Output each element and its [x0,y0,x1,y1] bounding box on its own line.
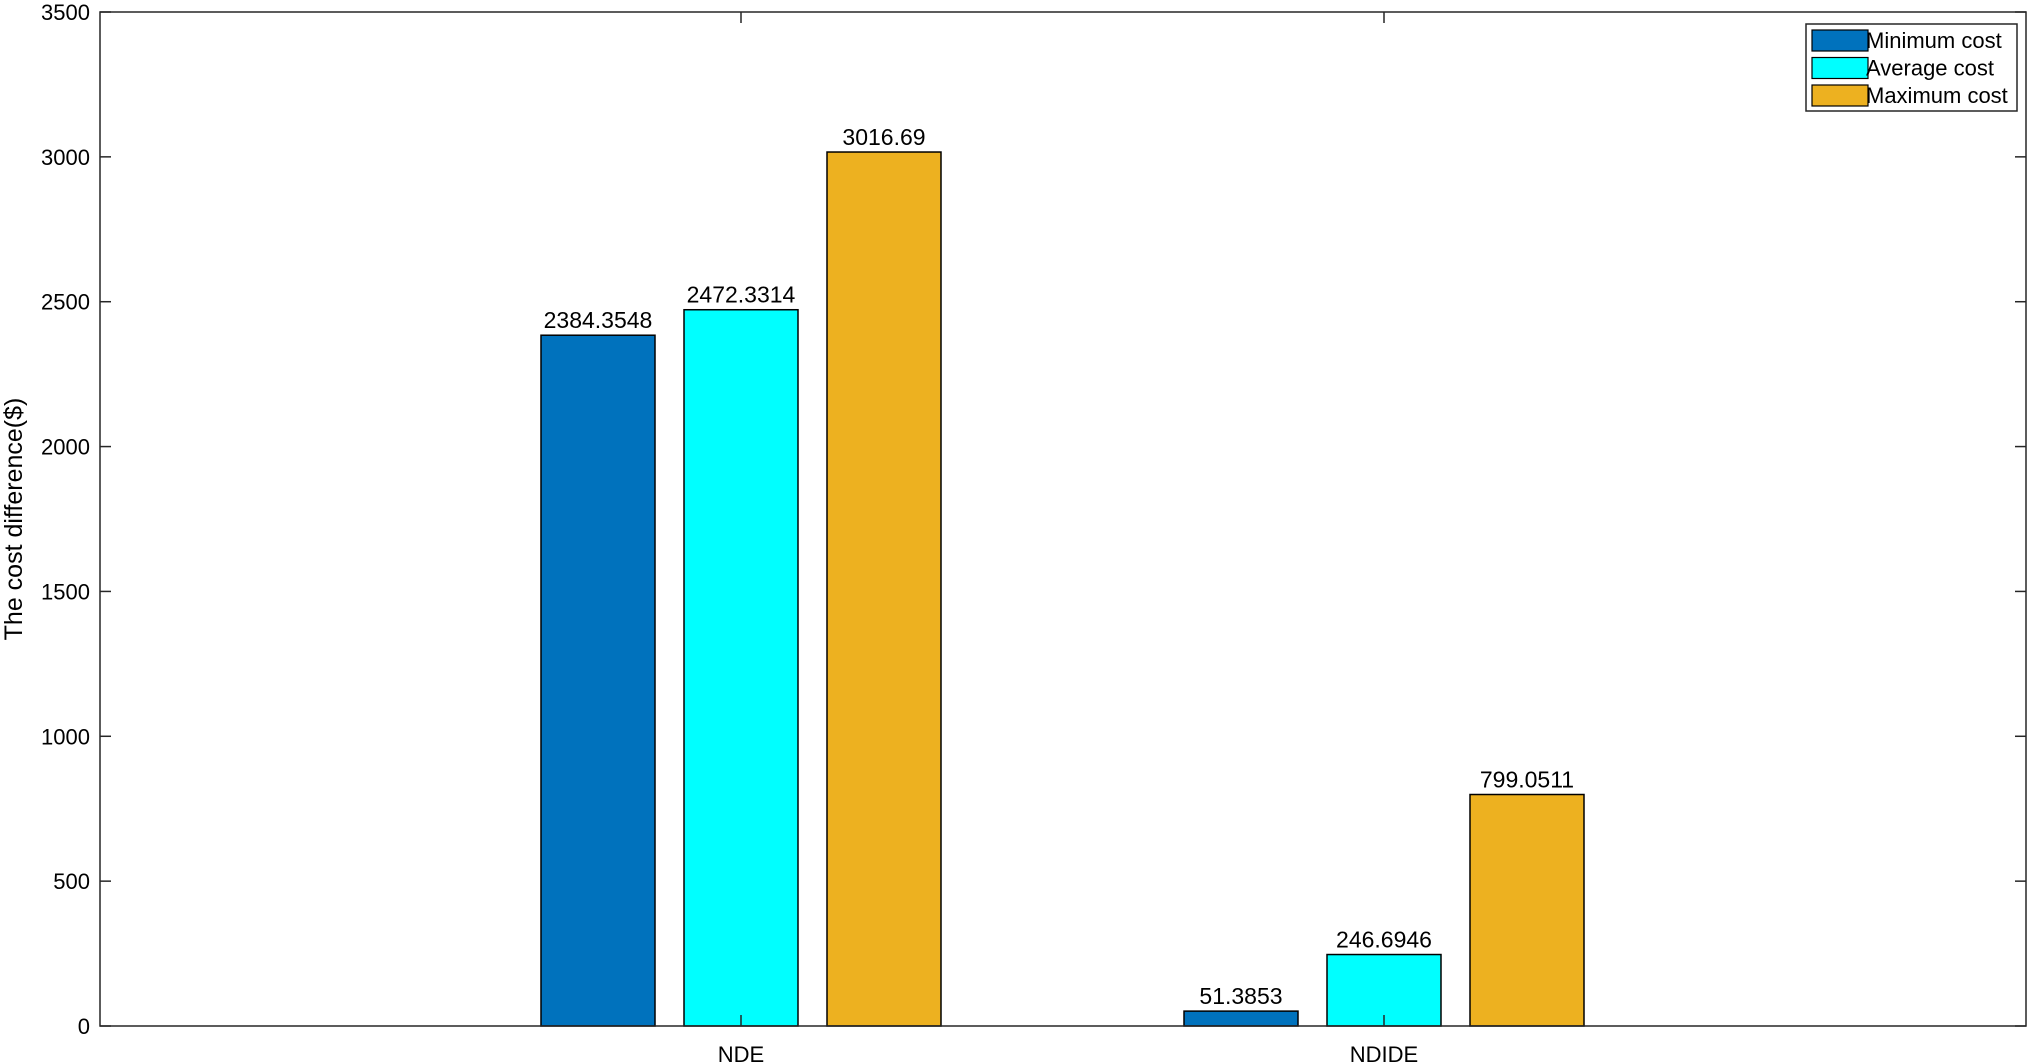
ticks-layer: 0 500 1000 1500 2000 2500 3000 3500 NDE NDIDE [41,0,2026,1064]
legend-entry-label: Minimum cost [1866,28,2002,53]
bar [1469,793,1585,1027]
x-tick-label: NDIDE [1350,1042,1418,1064]
bar [826,151,942,1027]
y-tick-label: 500 [53,869,90,894]
bar [683,308,799,1027]
legend-swatch [1811,56,1869,80]
bar-value-label: 799.0511 [1480,767,1574,793]
y-tick-label: 1500 [41,579,90,604]
plot-area [100,12,2026,1026]
bar-value-label: 246.6946 [1336,927,1432,953]
y-tick-label: 3500 [41,0,90,25]
bar-value-label: 3016.69 [842,124,925,150]
y-tick-label: 1000 [41,724,90,749]
bar-value-label: 2472.3314 [687,282,796,308]
plot-frame [99,11,2027,1027]
bars-layer: 2384.3548 2472.3314 3016.69 51.3853 246.6946… [540,124,1585,1027]
x-tick-label: NDE [718,1042,764,1064]
bar [1183,1010,1299,1027]
legend-swatch [1811,84,1869,107]
y-tick-label: 2500 [41,290,90,315]
bar [540,334,656,1027]
y-tick-label: 3000 [41,145,90,170]
bar-value-label: 2384.3548 [544,307,653,333]
bar-value-label: 51.3853 [1199,983,1282,1009]
y-tick-label: 2000 [41,435,90,460]
legend-entry-label: Average cost [1866,56,1994,81]
y-tick-label: 0 [78,1014,90,1039]
legend-entry-label: Maximum cost [1866,83,2008,108]
bar [1326,953,1442,1027]
legend-swatch [1811,29,1869,52]
y-axis-label: The cost difference($) [0,398,28,641]
